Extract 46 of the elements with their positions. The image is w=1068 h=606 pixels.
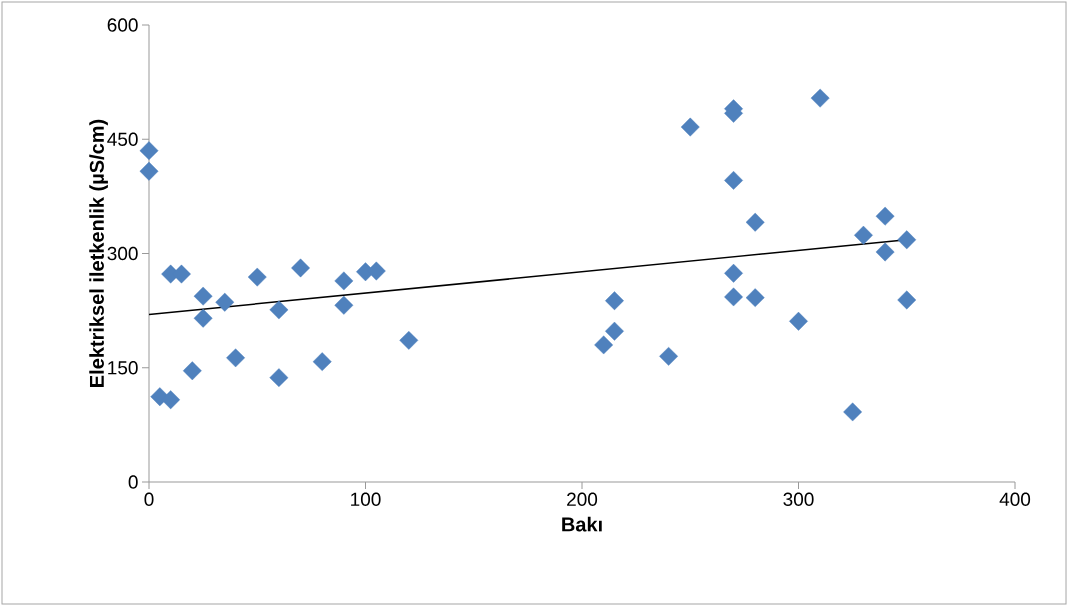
point xyxy=(897,290,917,310)
point xyxy=(594,335,614,355)
point xyxy=(247,267,267,287)
point xyxy=(745,288,765,308)
point xyxy=(215,292,235,312)
point xyxy=(226,348,245,368)
y-tick-label: 0 xyxy=(128,475,138,489)
x-tick-label: 400 xyxy=(999,492,1031,506)
x-tick-label: 200 xyxy=(567,492,598,506)
point xyxy=(399,330,419,350)
y-tick-label: 600 xyxy=(107,18,138,32)
y-tick-label: 150 xyxy=(108,361,138,375)
point xyxy=(897,230,917,250)
point xyxy=(334,271,354,291)
point xyxy=(139,141,159,161)
y-axis-title: Elektriksel iletkenlik (µS/cm) xyxy=(89,119,108,387)
point xyxy=(854,225,873,245)
x-tick-label: 0 xyxy=(144,492,154,506)
point xyxy=(334,295,354,315)
point xyxy=(291,258,310,278)
point xyxy=(193,308,213,328)
point xyxy=(312,352,332,372)
point xyxy=(139,161,159,181)
point xyxy=(789,311,808,331)
y-tick-label: 300 xyxy=(107,246,138,261)
point xyxy=(605,321,624,341)
point xyxy=(193,286,213,306)
point xyxy=(605,291,624,311)
point xyxy=(269,368,289,388)
point xyxy=(161,390,181,410)
point xyxy=(875,242,895,262)
point xyxy=(810,88,830,108)
x-tick-label: 300 xyxy=(783,492,814,506)
point xyxy=(724,170,743,190)
point xyxy=(724,287,743,307)
point xyxy=(745,212,765,232)
point xyxy=(680,117,700,137)
point xyxy=(875,206,895,226)
x-tick-label: 100 xyxy=(351,492,381,506)
y-tick-label: 450 xyxy=(107,132,138,146)
point xyxy=(269,300,289,320)
point xyxy=(724,263,743,283)
x-axis-title: Bakı xyxy=(562,516,602,532)
point xyxy=(182,361,202,381)
point xyxy=(659,346,678,366)
point xyxy=(843,402,863,422)
